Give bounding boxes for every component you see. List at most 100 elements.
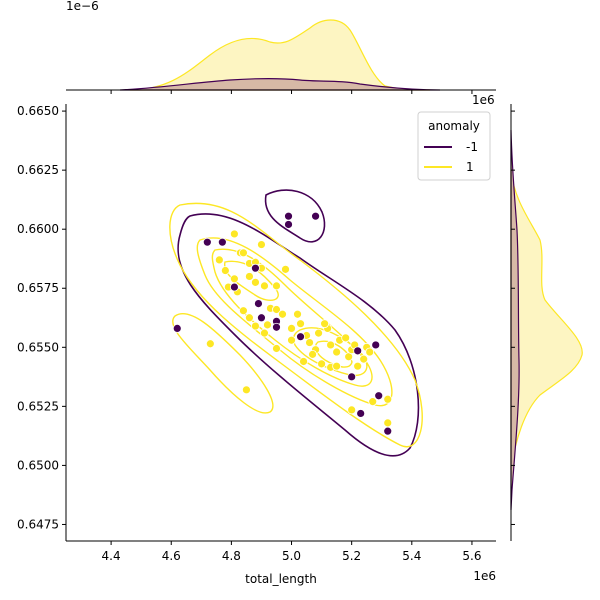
right-marginal-offset-label: 1e6	[472, 93, 495, 107]
kde-contour-1-c	[211, 248, 373, 387]
x-axis-ticks: 4.4 4.6 4.8 5.0 5.2 5.4 5.6	[102, 90, 481, 563]
x-tick-label: 5.6	[462, 549, 481, 563]
point-anomaly-1	[365, 347, 375, 357]
point-anomaly-1	[383, 418, 393, 428]
point-anomaly-1	[296, 319, 305, 329]
point-anomaly-minus1	[172, 324, 182, 333]
point-anomaly-1	[229, 274, 239, 284]
point-anomaly-1	[242, 385, 251, 395]
point-anomaly-1	[245, 313, 254, 323]
point-anomaly-minus1	[383, 426, 393, 436]
point-anomaly-1	[251, 321, 260, 331]
point-anomaly-1	[260, 281, 269, 291]
scatter-points-minus1	[172, 211, 393, 436]
point-anomaly-1	[239, 248, 248, 258]
y-tick-label: 0.6575	[17, 281, 59, 295]
x-tick-label: 4.4	[102, 549, 121, 563]
y-axis-ticks: 0.6475 0.6500 0.6525 0.6550 0.6575 0.6600 0.66…	[17, 104, 515, 531]
right-marginal-fill-minus1	[510, 129, 520, 511]
point-anomaly-minus1	[257, 313, 266, 323]
point-anomaly-minus1	[254, 299, 263, 309]
kde-contour-1-g	[172, 313, 274, 414]
point-anomaly-1	[293, 309, 302, 319]
point-anomaly-minus1	[217, 237, 227, 247]
point-anomaly-1	[332, 361, 342, 371]
point-anomaly-minus1	[284, 220, 293, 229]
point-anomaly-minus1	[311, 211, 320, 221]
point-anomaly-minus1	[371, 340, 381, 350]
point-anomaly-1	[251, 277, 260, 287]
y-tick-label: 0.6625	[17, 163, 59, 177]
x-axis-offset-label: 1e6	[473, 569, 496, 583]
point-anomaly-1	[272, 281, 281, 291]
point-anomaly-minus1	[284, 211, 293, 221]
y-tick-label: 0.6475	[17, 517, 59, 531]
x-axis-label: total_length	[245, 572, 317, 586]
point-anomaly-1	[314, 328, 323, 338]
top-marginal-fill-1	[129, 19, 431, 91]
x-tick-label: 5.4	[402, 549, 421, 563]
point-anomaly-1	[272, 305, 281, 314]
top-marginal-kde: 1e−6	[66, 0, 496, 91]
x-tick-label: 4.8	[222, 549, 241, 563]
point-anomaly-minus1	[272, 322, 281, 332]
point-anomaly-1	[308, 349, 317, 359]
y-tick-label: 0.6500	[17, 458, 59, 472]
point-anomaly-minus1	[251, 263, 260, 273]
main-plot: 4.4 4.6 4.8 5.0 5.2 5.4 5.6 0.6475 0.6500 0.6525…	[17, 90, 515, 586]
legend: anomaly -1 1	[417, 111, 491, 181]
point-anomaly-1	[287, 335, 296, 345]
point-anomaly-1	[332, 347, 342, 357]
point-anomaly-1	[281, 264, 290, 274]
point-anomaly-1	[299, 357, 308, 366]
point-anomaly-1	[368, 397, 378, 407]
x-tick-label: 5.0	[282, 549, 301, 563]
point-anomaly-1	[278, 309, 287, 319]
point-anomaly-minus1	[229, 282, 239, 292]
legend-box	[417, 111, 491, 181]
y-tick-label: 0.6650	[17, 104, 59, 118]
y-tick-label: 0.6525	[17, 399, 59, 413]
top-marginal-fill-minus1	[119, 77, 441, 91]
point-anomaly-1	[341, 333, 351, 343]
point-anomaly-1	[263, 320, 272, 330]
point-anomaly-minus1	[374, 391, 384, 401]
kde-contour-1-a	[169, 202, 423, 448]
point-anomaly-1	[383, 394, 393, 404]
point-anomaly-1	[260, 328, 269, 338]
x-tick-label: 4.6	[162, 549, 181, 563]
point-anomaly-1	[359, 354, 369, 364]
point-anomaly-1	[305, 338, 314, 347]
point-anomaly-1	[287, 324, 296, 333]
point-anomaly-1	[220, 266, 230, 275]
point-anomaly-1	[205, 339, 215, 349]
legend-label-minus1: -1	[466, 140, 478, 154]
legend-label-1: 1	[466, 160, 474, 174]
point-anomaly-1	[229, 229, 239, 239]
point-anomaly-1	[272, 344, 281, 353]
legend-title: anomaly	[428, 119, 480, 133]
point-anomaly-1	[326, 340, 336, 350]
right-marginal-kde: 1e6	[472, 93, 583, 541]
right-marginal-fill-1	[510, 169, 583, 471]
y-tick-label: 0.6600	[17, 222, 59, 236]
point-anomaly-1	[347, 405, 357, 415]
point-anomaly-1	[239, 306, 248, 316]
top-marginal-offset-label: 1e−6	[66, 0, 99, 13]
scatter-points-1	[205, 229, 393, 428]
point-anomaly-1	[245, 272, 254, 281]
point-anomaly-minus1	[353, 346, 363, 356]
point-anomaly-1	[353, 361, 363, 371]
point-anomaly-1	[320, 319, 330, 329]
point-anomaly-minus1	[347, 372, 357, 382]
x-tick-label: 5.2	[342, 549, 361, 563]
point-anomaly-minus1	[356, 409, 366, 418]
y-tick-label: 0.6550	[17, 340, 59, 354]
point-anomaly-1	[317, 359, 326, 369]
point-anomaly-1	[214, 255, 224, 265]
kde-contour-minus1-top	[264, 189, 326, 243]
point-anomaly-1	[257, 240, 266, 249]
point-anomaly-minus1	[202, 237, 212, 247]
point-anomaly-minus1	[296, 332, 305, 342]
